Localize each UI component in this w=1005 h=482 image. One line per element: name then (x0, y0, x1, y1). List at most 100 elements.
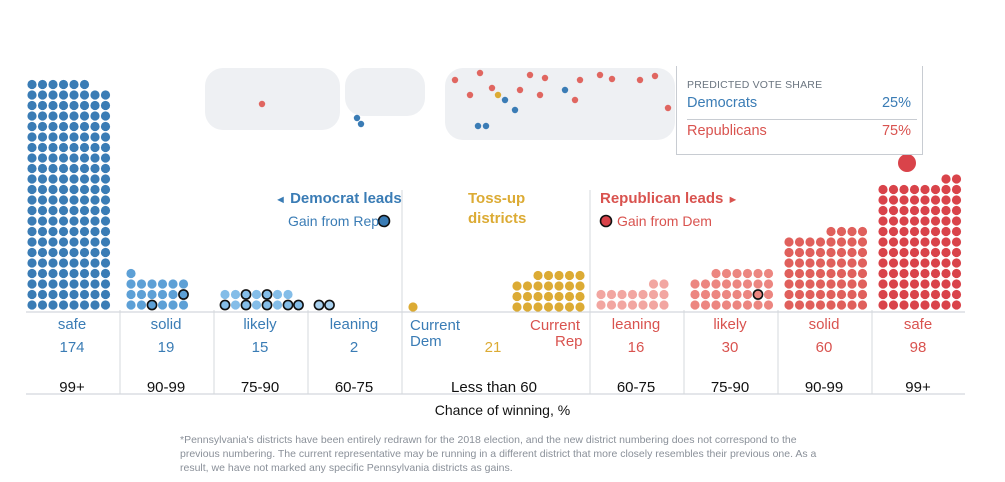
rep-gain-label: Gain from Dem (617, 213, 712, 229)
district-dot-rep-solid (815, 258, 826, 268)
district-dot-dem-safe (58, 121, 69, 132)
count-rep-leaning: 16 (627, 339, 645, 356)
district-dot-dem-leaning (324, 299, 335, 311)
district-dot-dem-safe (48, 184, 58, 195)
district-dot-rep-safe (920, 184, 930, 195)
district-dot-dem-safe (58, 195, 69, 205)
district-dot-dem-solid (178, 289, 189, 300)
district-dot-dem-likely (293, 299, 304, 311)
district-dot-rep-solid (826, 237, 836, 247)
map-district-dot (516, 86, 524, 94)
map-district-dot (561, 86, 569, 94)
district-dot-dem-safe (37, 289, 48, 300)
map-district-dot (474, 122, 482, 130)
district-dot-dem-safe (79, 237, 90, 247)
district-dot-dem-safe (90, 237, 100, 247)
district-dot-dem-safe (100, 237, 111, 247)
district-dot-rep-safe (899, 258, 909, 268)
district-dot-rep-safe (941, 174, 951, 184)
district-dot-dem-safe (79, 79, 90, 90)
district-dot-dem-safe (90, 153, 100, 163)
district-dot-rep-likely (721, 300, 732, 310)
district-dot-rep-safe (899, 300, 909, 310)
x-axis-title: Chance of winning, % (434, 402, 571, 418)
vote-share-tooltip: PREDICTED VOTE SHARE Democrats 25% Repub… (676, 66, 923, 155)
district-dot-rep-safe (930, 268, 941, 279)
range-rep-solid: 90-99 (804, 379, 844, 396)
district-dot-rep-likely (732, 300, 742, 310)
district-dot-rep-solid (836, 300, 847, 310)
district-dot-dem-safe (90, 216, 100, 226)
district-dot-dem-safe (48, 90, 58, 100)
district-dot-rep-solid (847, 247, 857, 258)
district-dot-dem-solid (136, 279, 147, 289)
district-dot-dem-safe (69, 268, 79, 279)
district-dot-dem-safe (69, 184, 79, 195)
district-dot-dem-safe (79, 111, 90, 121)
district-dot-dem-safe (69, 237, 79, 247)
district-dot-dem-safe (79, 195, 90, 205)
district-dot-rep-solid (847, 268, 857, 279)
district-dot-rep-safe (909, 216, 920, 226)
district-dot-rep-likely (742, 300, 753, 310)
district-dot-tossup-rep (543, 270, 554, 281)
district-dot-rep-safe (888, 300, 899, 310)
district-dot-rep-safe (899, 237, 909, 247)
district-dot-dem-safe (69, 216, 79, 226)
district-dot-dem-safe (79, 90, 90, 100)
district-dot-rep-likely (711, 279, 721, 289)
district-dot-dem-safe (58, 279, 69, 289)
cat-label-rep-likely: likely (713, 316, 747, 333)
district-dot-dem-safe (48, 258, 58, 268)
district-dot-dem-likely (282, 299, 294, 311)
district-dot-dem-safe (27, 90, 37, 100)
range-rep-leaning: 60-75 (616, 379, 656, 396)
district-dot-rep-solid (815, 268, 826, 279)
district-dot-dem-safe (37, 132, 48, 142)
map-district-dot (576, 76, 584, 84)
district-dot-rep-likely (690, 279, 700, 289)
cat-label-rep-leaning: leaning (611, 316, 661, 333)
district-dot-rep-safe (888, 237, 899, 247)
district-dot-rep-likely (742, 289, 753, 300)
district-dot-rep-safe (909, 289, 920, 300)
map-district-dot (608, 75, 616, 83)
district-dot-rep-leaning (596, 289, 606, 300)
district-dot-tossup-rep (564, 281, 575, 291)
tooltip-dem-label: Democrats (687, 95, 758, 111)
map-district-dot (664, 104, 672, 112)
district-dot-dem-safe (37, 142, 48, 153)
district-dot-tossup-rep (575, 291, 585, 302)
district-dot-rep-solid (836, 237, 847, 247)
map-shape (205, 68, 340, 130)
district-dot-rep-solid (826, 226, 836, 237)
district-dot-dem-safe (69, 289, 79, 300)
district-dot-tossup-dem (408, 302, 418, 312)
map-district-dot (526, 71, 534, 79)
district-dot-rep-safe (951, 205, 962, 216)
map-district-dot (541, 74, 549, 82)
district-dot-rep-solid (794, 268, 805, 279)
dem-leads-label: Democrat leads (290, 190, 402, 207)
district-dot-rep-safe (888, 195, 899, 205)
district-dot-rep-leaning (606, 289, 617, 300)
district-dot-rep-safe (951, 289, 962, 300)
district-dot-rep-solid (784, 258, 794, 268)
district-dot-rep-safe (951, 268, 962, 279)
district-dot-rep-solid (857, 300, 868, 310)
district-dot-dem-safe (100, 111, 111, 121)
district-dot-rep-safe (888, 226, 899, 237)
district-dot-rep-likely (753, 300, 763, 310)
tooltip-rep-value: 75% (881, 123, 911, 139)
district-dot-dem-safe (48, 153, 58, 163)
district-dot-dem-safe (58, 132, 69, 142)
district-dot-dem-safe (100, 142, 111, 153)
tooltip-dem-value: 25% (881, 95, 911, 111)
district-dot-dem-safe (27, 184, 37, 195)
map-district-dot (494, 91, 502, 99)
district-dot-rep-safe (920, 268, 930, 279)
district-dot-dem-safe (100, 289, 111, 300)
district-dot-dem-solid (168, 300, 178, 310)
district-dot-dem-safe (90, 258, 100, 268)
